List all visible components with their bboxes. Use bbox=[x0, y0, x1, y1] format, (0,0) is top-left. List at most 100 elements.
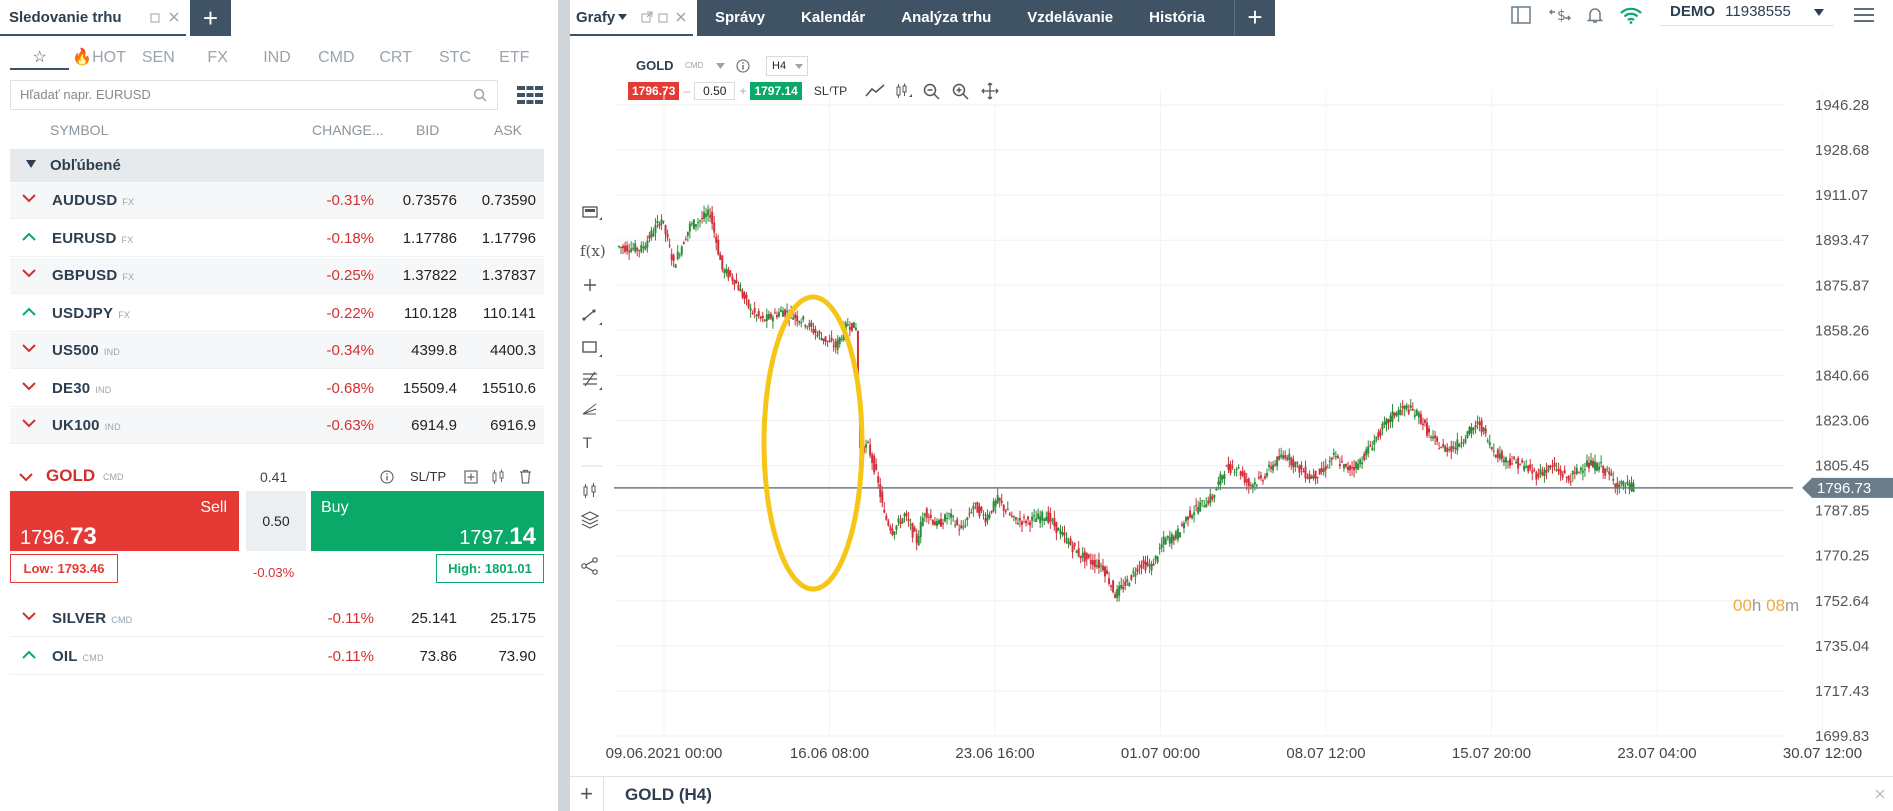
candlestick-chart[interactable]: 1946.28 1928.68 1911.07 1893.47 1875.87 1858.… bbox=[570, 36, 1893, 776]
list-item[interactable]: OIL CMD -0.11% 73.86 73.90 bbox=[10, 639, 544, 675]
tab-favorites[interactable]: ☆ bbox=[10, 46, 70, 70]
popout-icon[interactable] bbox=[150, 11, 162, 23]
charts-tab[interactable]: Grafy bbox=[570, 0, 693, 36]
col-bid[interactable]: BID bbox=[416, 122, 440, 138]
caret-down-icon[interactable] bbox=[618, 14, 628, 20]
chart-buy-button[interactable]: 1797.14 bbox=[750, 82, 802, 100]
zoom-in-icon[interactable] bbox=[952, 83, 969, 100]
external-link-icon[interactable] bbox=[641, 11, 653, 23]
nav-analyza-trhu[interactable]: Analýza trhu bbox=[901, 9, 992, 26]
nav-kalendar[interactable]: Kalendár bbox=[801, 9, 866, 26]
tab-etf[interactable]: ETF bbox=[499, 49, 530, 66]
chart-candles-icon[interactable] bbox=[491, 469, 505, 485]
row-bid[interactable]: 73.86 bbox=[419, 647, 457, 665]
chevron-down-icon[interactable] bbox=[19, 473, 33, 482]
add-order-icon[interactable] bbox=[464, 470, 478, 484]
chevron-down-icon[interactable] bbox=[22, 612, 36, 621]
col-ask[interactable]: ASK bbox=[494, 122, 523, 138]
tab-ind[interactable]: IND bbox=[263, 49, 291, 66]
text-tool-icon[interactable]: T bbox=[582, 436, 592, 452]
line-chart-icon[interactable] bbox=[865, 84, 885, 98]
chart-tab-label[interactable]: GOLD (H4) bbox=[625, 785, 712, 804]
sell-button[interactable]: Sell 1796.73 bbox=[10, 491, 239, 551]
zoom-out-icon[interactable] bbox=[923, 83, 940, 100]
nav-vzdelavanie[interactable]: Vzdelávanie bbox=[1027, 9, 1114, 26]
row-bid[interactable]: 0.73576 bbox=[402, 192, 457, 209]
info-icon[interactable] bbox=[736, 59, 750, 73]
close-icon[interactable] bbox=[168, 11, 180, 23]
row-bid[interactable]: 6914.9 bbox=[411, 417, 457, 434]
chart-area[interactable]: GOLD CMD H4 1796.73 – 0.50 + 1797.14 SL/… bbox=[570, 36, 1893, 776]
nav-spravy[interactable]: Správy bbox=[715, 9, 766, 26]
row-ask[interactable]: 6916.9 bbox=[490, 417, 536, 434]
layers-tool-icon[interactable] bbox=[580, 511, 600, 529]
bell-icon[interactable] bbox=[1586, 6, 1604, 24]
timeframe-selector[interactable]: H4 bbox=[766, 56, 808, 76]
popout-icon[interactable] bbox=[658, 11, 670, 23]
close-icon[interactable] bbox=[1875, 789, 1885, 799]
list-item[interactable]: USDJPY FX -0.22% 110.128 110.141 bbox=[10, 296, 544, 332]
lot-decrease-button[interactable]: – bbox=[683, 84, 691, 98]
trash-icon[interactable] bbox=[519, 469, 532, 484]
tab-crt[interactable]: CRT bbox=[379, 49, 412, 66]
close-icon[interactable] bbox=[675, 11, 687, 23]
chevron-up-icon[interactable] bbox=[22, 650, 36, 659]
layout-icon[interactable] bbox=[1511, 6, 1531, 24]
add-panel-button[interactable]: + bbox=[190, 0, 231, 36]
indicators-tool-icon[interactable]: f(x) bbox=[580, 242, 606, 260]
row-bid[interactable]: 1.37822 bbox=[402, 267, 457, 284]
row-bid[interactable]: 15509.4 bbox=[402, 379, 457, 397]
row-ask[interactable]: 1.37837 bbox=[481, 267, 536, 284]
list-item[interactable]: US500 IND -0.34% 4399.8 4400.3 bbox=[10, 333, 544, 369]
list-item[interactable]: GBPUSD FX -0.25% 1.37822 1.37837 bbox=[10, 258, 544, 294]
favorites-section-header[interactable]: Obľúbené bbox=[10, 149, 544, 182]
lot-increase-button[interactable]: + bbox=[739, 84, 747, 98]
row-ask[interactable]: 25.175 bbox=[490, 610, 536, 627]
chevron-down-icon[interactable] bbox=[22, 419, 36, 428]
row-ask[interactable]: 73.90 bbox=[498, 647, 536, 665]
chart-sell-button[interactable]: 1796.73 bbox=[628, 82, 680, 100]
caret-down-icon[interactable] bbox=[716, 63, 725, 69]
row-bid[interactable]: 110.128 bbox=[403, 304, 457, 322]
tab-stc[interactable]: STC bbox=[438, 49, 471, 66]
trendline-tool-icon[interactable] bbox=[582, 309, 602, 325]
share-tool-icon[interactable] bbox=[581, 557, 598, 575]
chevron-up-icon[interactable] bbox=[22, 232, 36, 241]
market-watch-tab[interactable]: Sledovanie trhu bbox=[0, 0, 186, 36]
add-chart-button[interactable]: + bbox=[570, 777, 604, 811]
chart-type-tool-icon[interactable] bbox=[582, 206, 602, 220]
candles-type-icon[interactable] bbox=[895, 83, 913, 99]
panel-divider[interactable] bbox=[558, 0, 570, 811]
crosshair-icon[interactable] bbox=[981, 82, 999, 100]
pitchfork-tool-icon[interactable] bbox=[582, 403, 597, 415]
list-item[interactable]: EURUSD FX -0.18% 1.17786 1.17796 bbox=[10, 221, 544, 257]
chevron-down-icon[interactable] bbox=[22, 194, 36, 203]
row-ask[interactable]: 4400.3 bbox=[490, 342, 536, 359]
list-item[interactable]: DE30 IND -0.68% 15509.4 15510.6 bbox=[10, 371, 544, 407]
chevron-up-icon[interactable] bbox=[22, 307, 36, 316]
row-ask[interactable]: 110.141 bbox=[482, 304, 536, 322]
row-bid[interactable]: 4399.8 bbox=[411, 342, 457, 359]
tab-hot[interactable]: 🔥HOT bbox=[69, 46, 128, 70]
chevron-down-icon[interactable] bbox=[22, 269, 36, 278]
tab-sen[interactable]: SEN bbox=[141, 49, 175, 66]
grid-view-icon[interactable] bbox=[517, 86, 543, 104]
gold-symbol[interactable]: GOLD bbox=[46, 466, 96, 485]
info-icon[interactable] bbox=[380, 470, 394, 484]
dollar-transfer-icon[interactable]: $ bbox=[1549, 6, 1571, 24]
crosshair-tool-icon[interactable] bbox=[584, 279, 596, 291]
account-selector[interactable]: DEMO 11938555 bbox=[1660, 0, 1834, 26]
buy-button[interactable]: Buy 1797.14 bbox=[311, 491, 544, 551]
gold-sltp-button[interactable]: SL/TP bbox=[410, 469, 447, 484]
rectangle-tool-icon[interactable] bbox=[582, 341, 602, 357]
chevron-down-icon[interactable] bbox=[22, 344, 36, 353]
list-item[interactable]: AUDUSD FX -0.31% 0.73576 0.73590 bbox=[10, 183, 544, 219]
fibonacci-tool-icon[interactable] bbox=[583, 371, 602, 390]
hamburger-menu-icon[interactable] bbox=[1853, 7, 1875, 23]
lot-size-input[interactable]: 0.50 bbox=[246, 491, 306, 551]
nav-historia[interactable]: História bbox=[1149, 9, 1206, 26]
row-bid[interactable]: 1.17786 bbox=[402, 229, 457, 247]
list-item[interactable]: SILVER CMD -0.11% 25.141 25.175 bbox=[10, 601, 544, 637]
row-ask[interactable]: 1.17796 bbox=[481, 229, 536, 247]
measure-tool-icon[interactable] bbox=[583, 483, 596, 498]
